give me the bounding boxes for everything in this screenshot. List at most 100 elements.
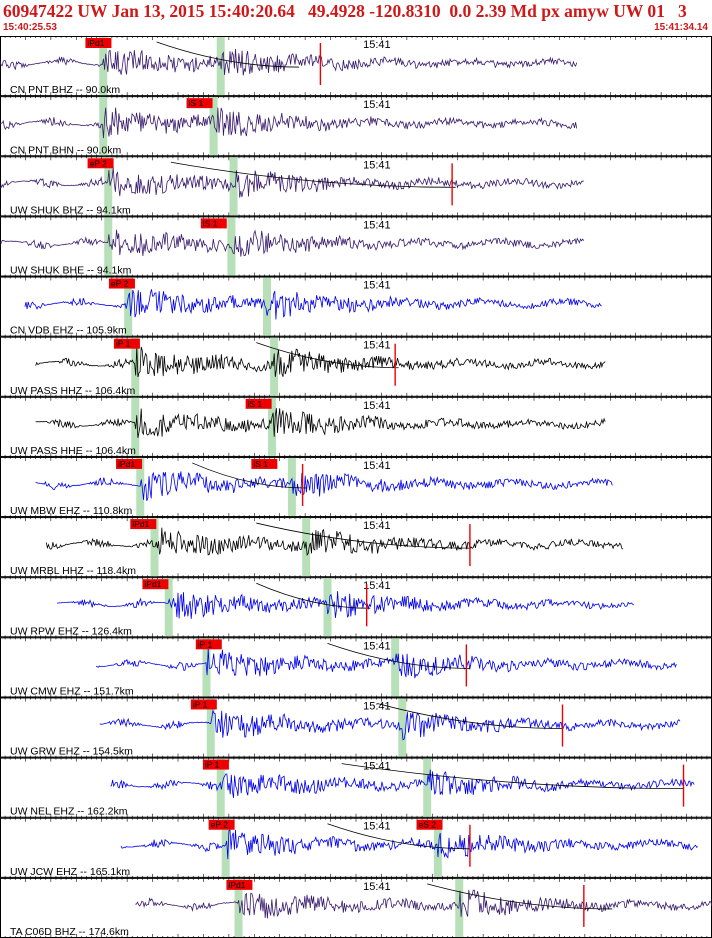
seismic-trace bbox=[0, 166, 584, 198]
phase-pick-label: iPd1 bbox=[144, 579, 161, 589]
phase-pick-label: iS 1 bbox=[189, 98, 204, 108]
seismic-trace bbox=[135, 889, 712, 919]
phase-pick[interactable]: iPd1 bbox=[85, 38, 112, 48]
trace-panel[interactable]: 15:41 iPd1 TA C06D BHZ -- 174.6km bbox=[0, 877, 712, 938]
moveout-curve bbox=[256, 342, 399, 369]
phase-pick[interactable]: iPd1 bbox=[226, 879, 253, 890]
seismic-trace bbox=[35, 346, 606, 378]
trace-panel[interactable]: 15:41 eP 2 eS 2 UW JCW EHZ -- 165.1km bbox=[0, 817, 712, 878]
phase-pick[interactable]: iPd1 bbox=[142, 579, 169, 590]
minute-label: 15:41 bbox=[363, 580, 391, 592]
phase-pick-box bbox=[186, 98, 213, 109]
phase-pick-box bbox=[416, 819, 443, 830]
pick-window bbox=[221, 818, 230, 877]
phase-pick[interactable]: iS 1 bbox=[186, 98, 213, 109]
trace-panel[interactable]: 15:41 iP 1 UW CMW EHZ -- 151.7km bbox=[0, 637, 712, 698]
phase-pick-box bbox=[130, 519, 157, 530]
moveout-curve bbox=[327, 642, 470, 669]
moveout-curve bbox=[170, 161, 456, 188]
phase-pick-label: iPd1 bbox=[87, 38, 104, 48]
trace-panel[interactable]: 15:41 iS 1 CN PNT BHN -- 90.0km bbox=[0, 96, 712, 157]
trace-panel[interactable]: 15:41 iPd1 iS 1 UW MBW EHZ -- 110.8km bbox=[0, 456, 712, 518]
seismic-trace bbox=[110, 769, 695, 798]
moveout-curve bbox=[327, 823, 470, 850]
phase-pick[interactable]: iP 1 bbox=[202, 759, 229, 770]
phase-pick-box bbox=[200, 218, 227, 229]
phase-pick[interactable]: iS 1 bbox=[251, 458, 278, 469]
phase-pick-label: iS 1 bbox=[253, 459, 268, 469]
pick-window bbox=[104, 217, 113, 276]
minute-label: 15:41 bbox=[363, 881, 391, 893]
minute-label: 15:41 bbox=[363, 39, 391, 51]
station-label: UW PASS HHE -- 106.4km bbox=[10, 445, 136, 457]
pick-window bbox=[124, 277, 133, 336]
seismic-trace bbox=[57, 591, 634, 619]
phase-pick-label: iPd1 bbox=[118, 459, 135, 469]
phase-pick[interactable]: eP 2 bbox=[87, 158, 114, 169]
pick-window bbox=[136, 457, 145, 517]
station-label: CN VDB EHZ -- 105.9km bbox=[10, 325, 127, 337]
minute-label: 15:41 bbox=[363, 520, 391, 532]
phase-pick-label: iPd1 bbox=[228, 880, 245, 890]
station-label: UW CMW EHZ -- 151.7km bbox=[10, 685, 134, 697]
pick-window bbox=[234, 878, 243, 937]
station-label: UW MBW EHZ -- 110.8km bbox=[10, 505, 133, 517]
station-label: TA C06D BHZ -- 174.6km bbox=[10, 926, 129, 938]
seismic-trace bbox=[24, 289, 602, 320]
moveout-curve bbox=[341, 763, 684, 790]
minute-label: 15:41 bbox=[363, 99, 391, 111]
seismic-trace bbox=[120, 828, 699, 860]
trace-panel[interactable]: 15:41 iP 1 UW GRW EHZ -- 154.5km bbox=[0, 697, 712, 758]
event-title: 60947422 UW Jan 13, 2015 15:40:20.64 49.… bbox=[3, 1, 687, 21]
phase-pick[interactable]: iPd1 bbox=[130, 519, 157, 530]
phase-pick[interactable]: eP 2 bbox=[108, 278, 135, 289]
phase-pick-label: iP 1 bbox=[116, 339, 131, 349]
station-label: CN PNT BHZ -- 90.0km bbox=[10, 84, 120, 96]
seismic-trace bbox=[45, 527, 624, 556]
phase-pick-box bbox=[208, 819, 235, 830]
trace-panel[interactable]: 15:41 iPd1 UW RPW EHZ -- 126.4km bbox=[0, 577, 712, 638]
phase-pick[interactable]: eP 2 bbox=[208, 819, 235, 830]
seismogram-panel[interactable]: 15:41 iPd1 CN PNT BHZ -- 90.0km 15:41 iS 1 CN… bbox=[0, 36, 712, 938]
trace-panel[interactable]: 15:41 iPd1 CN PNT BHZ -- 90.0km bbox=[0, 36, 712, 97]
trace-panel[interactable]: 15:41 iS 1 UW SHUK BHE -- 94.1km bbox=[0, 216, 712, 277]
trace-panel[interactable]: 15:41 iS 1 UW PASS HHE -- 106.4km bbox=[0, 396, 712, 457]
phase-pick[interactable]: iP 1 bbox=[190, 699, 217, 710]
trace-panel[interactable]: 15:41 eP 2 UW SHUK BHZ -- 94.1km bbox=[0, 156, 712, 217]
trace-panel[interactable]: 15:41 iP 1 UW NEL EHZ -- 162.2km bbox=[0, 757, 712, 818]
pick-window bbox=[164, 578, 173, 637]
pick-window bbox=[206, 698, 215, 757]
pick-window bbox=[287, 457, 296, 517]
phase-pick-box bbox=[251, 458, 278, 469]
moveout-curve bbox=[256, 582, 371, 609]
minute-label: 15:41 bbox=[363, 761, 391, 773]
phase-pick-box bbox=[87, 158, 114, 169]
station-label: UW SHUK BHE -- 94.1km bbox=[10, 265, 132, 277]
phase-pick-label: eP 2 bbox=[211, 820, 229, 830]
phase-pick-box bbox=[85, 38, 112, 48]
pick-window bbox=[104, 157, 113, 216]
phase-pick-label: iP 1 bbox=[198, 639, 213, 649]
pick-window bbox=[99, 97, 108, 156]
trace-panel[interactable]: 15:41 eP 2 CN VDB EHZ -- 105.9km bbox=[0, 276, 712, 337]
station-label: UW JCW EHZ -- 165.1km bbox=[10, 866, 130, 878]
phase-pick[interactable]: iP 1 bbox=[113, 338, 140, 349]
window-start-time: 15:40:25.53 bbox=[3, 22, 57, 33]
phase-pick[interactable]: eS 2 bbox=[416, 819, 443, 830]
trace-panel[interactable]: 15:41 iPd1 UW MRBL HHZ -- 118.4km bbox=[0, 517, 712, 578]
trace-panel[interactable]: 15:41 iP 1 UW PASS HHZ -- 106.4km bbox=[0, 336, 712, 397]
moveout-curve bbox=[192, 462, 307, 489]
minute-label: 15:41 bbox=[363, 400, 391, 412]
phase-pick[interactable]: iP 1 bbox=[195, 639, 222, 650]
phase-pick-label: iP 1 bbox=[193, 699, 208, 709]
phase-pick[interactable]: iS 1 bbox=[245, 398, 272, 409]
phase-pick[interactable]: iS 1 bbox=[200, 218, 227, 229]
seismic-trace bbox=[99, 709, 681, 741]
phase-pick-label: eP 2 bbox=[111, 279, 129, 289]
window-end-time: 15:41:34.14 bbox=[654, 22, 708, 33]
moveout-curve bbox=[427, 883, 613, 910]
minute-label: 15:41 bbox=[363, 821, 391, 833]
phase-pick[interactable]: iPd1 bbox=[116, 458, 143, 469]
pick-window bbox=[227, 217, 236, 276]
minute-label: 15:41 bbox=[363, 159, 391, 171]
